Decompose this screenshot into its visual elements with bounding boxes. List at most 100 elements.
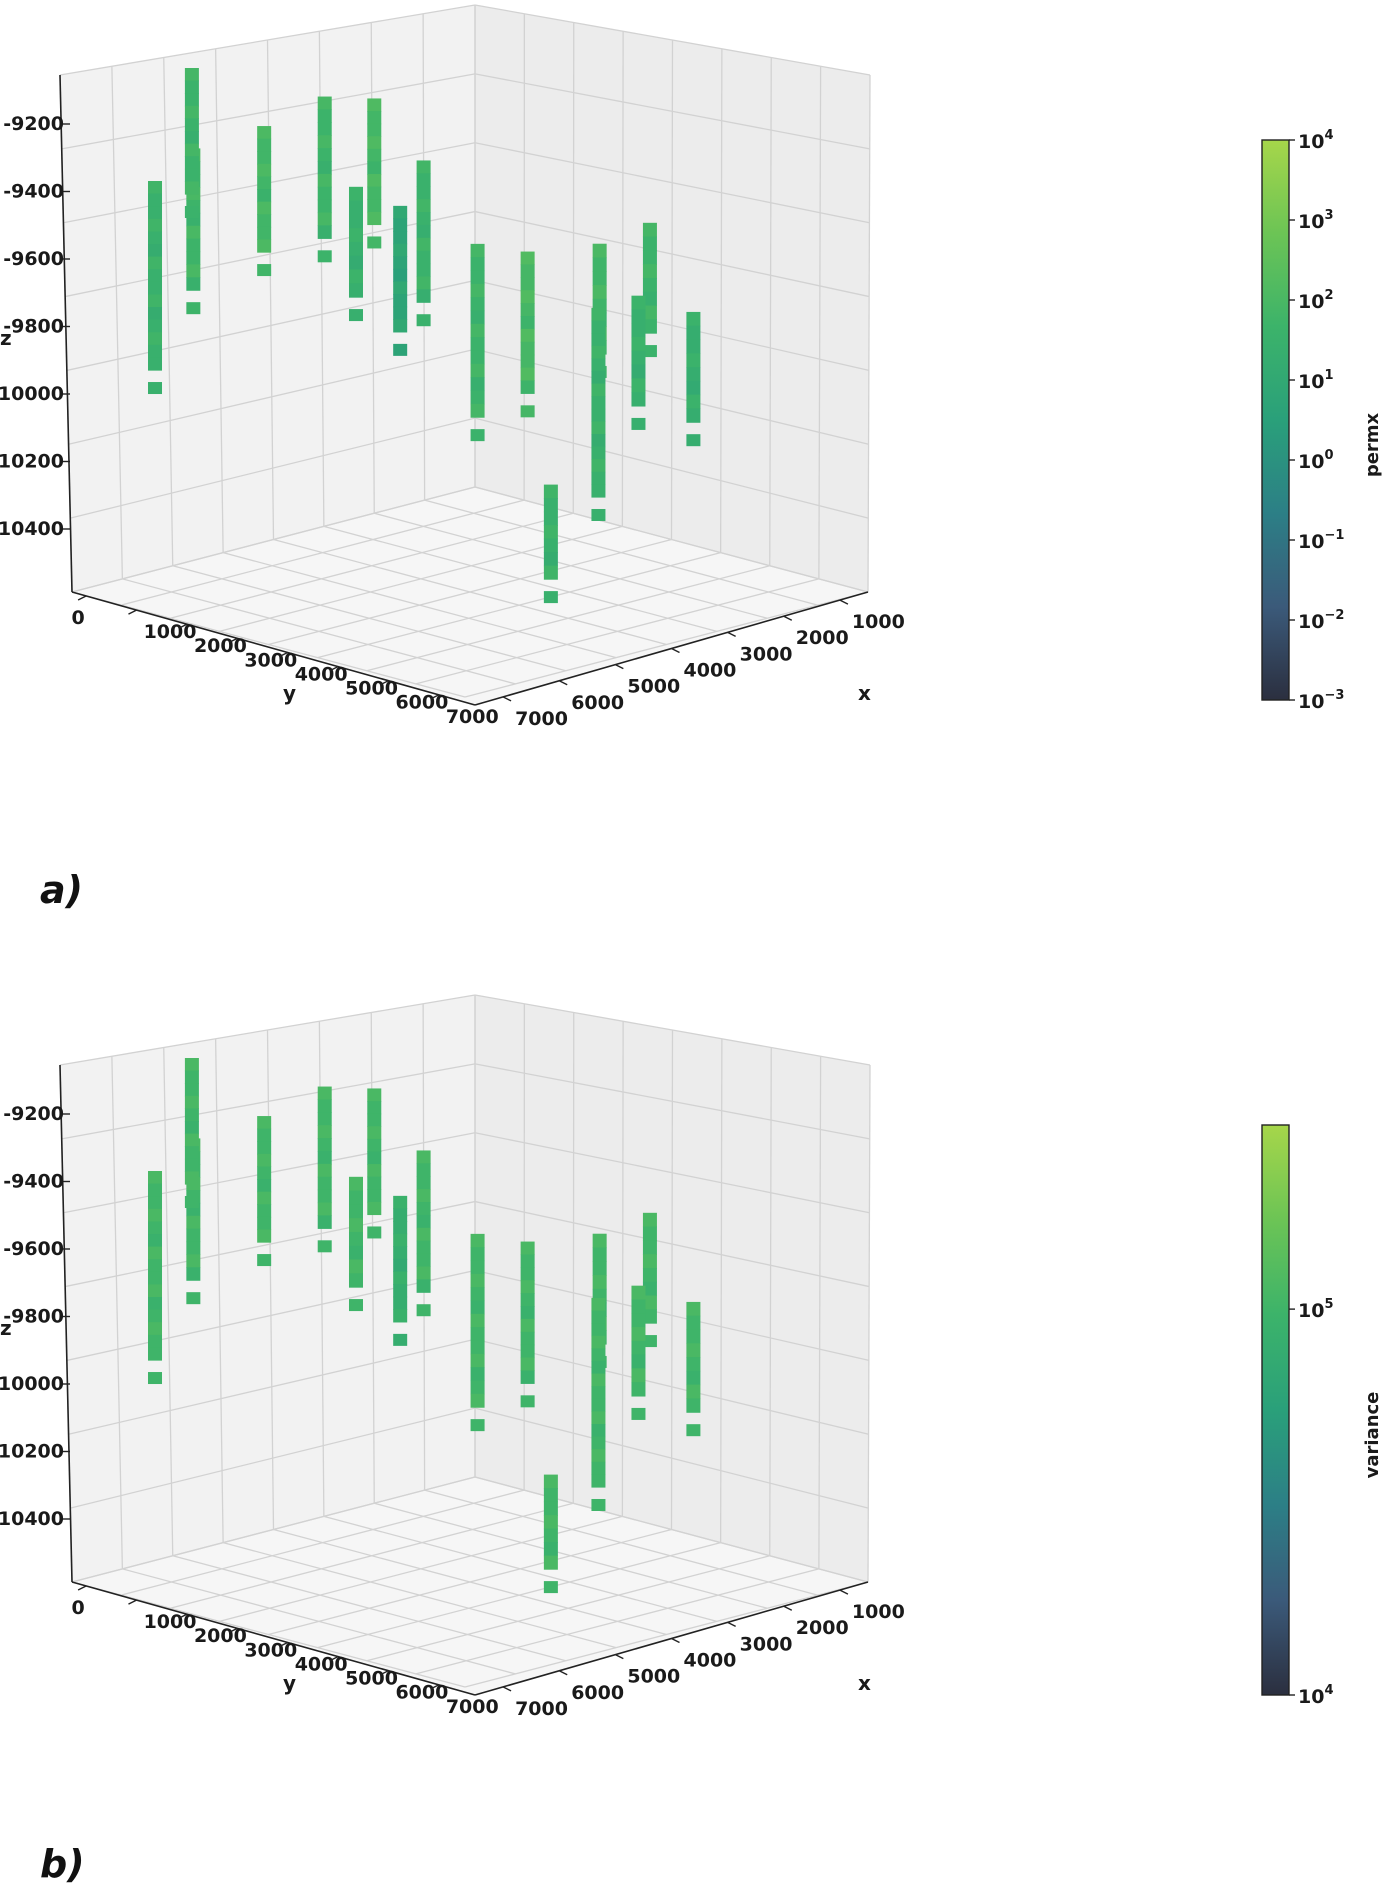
well-cell	[543, 1501, 558, 1516]
well-cell	[393, 256, 408, 270]
well-cell	[148, 1208, 163, 1223]
well-cell	[520, 1280, 535, 1294]
y-tick-label: 7000	[446, 706, 499, 728]
well-cell	[393, 243, 408, 257]
well-cell	[470, 390, 485, 405]
well-cell	[257, 138, 272, 152]
well-8	[348, 1176, 363, 1312]
well-bottom-cell	[186, 1292, 201, 1305]
well-cell	[470, 1273, 485, 1288]
well-cell	[591, 1411, 606, 1425]
well-cell	[257, 1191, 272, 1205]
x-tick-label: 2000	[796, 627, 849, 649]
grid-line	[266, 1029, 275, 1530]
colorbar-tick-label: 102	[1298, 288, 1334, 313]
grid-line	[621, 31, 624, 527]
well-cell	[416, 1189, 431, 1203]
grid-line	[818, 1056, 822, 1569]
well-bottom-cell	[148, 1372, 163, 1385]
grid-line	[474, 4, 871, 76]
well-cell	[184, 80, 199, 94]
well-bottom-cell	[686, 1424, 701, 1437]
well-15	[543, 1474, 558, 1594]
well-cell	[642, 1281, 657, 1297]
well-cell	[184, 1108, 199, 1122]
y-tick	[128, 609, 137, 615]
y-tick	[228, 1627, 238, 1633]
colorbar-tick-label: 10−2	[1298, 608, 1344, 633]
well-cell	[642, 291, 657, 307]
grid-line	[769, 57, 772, 566]
well-cell	[591, 358, 606, 372]
well-10	[470, 243, 485, 442]
well-cell	[592, 257, 607, 272]
well-cell	[686, 1370, 701, 1386]
grid-line	[464, 1581, 869, 1688]
x-tick	[615, 664, 624, 670]
well-cell	[631, 295, 646, 311]
well-cell	[186, 277, 201, 291]
well-7	[416, 160, 431, 327]
well-cell	[520, 1318, 535, 1333]
x-tick	[839, 599, 849, 605]
well-cell	[393, 281, 408, 295]
axes-panes	[60, 5, 870, 705]
well-cell	[642, 1212, 657, 1228]
y-axis-label: y	[283, 1671, 296, 1695]
well-cell	[470, 1247, 485, 1262]
well-cell	[317, 1163, 332, 1178]
z-tick-label: -9400	[3, 181, 64, 203]
grid-line	[474, 1200, 870, 1288]
y-axis-label: y	[283, 681, 296, 705]
well-17	[686, 1301, 701, 1437]
well-cell	[393, 1195, 408, 1210]
well-cell	[317, 1189, 332, 1204]
x-axis-label: x	[858, 681, 871, 705]
well-cell	[686, 339, 701, 354]
well-cell	[520, 264, 535, 278]
y-tick	[77, 1585, 87, 1591]
well-cell	[686, 311, 701, 327]
x-tick-label: 3000	[740, 643, 793, 665]
well-cell	[257, 1116, 272, 1130]
y-tick-label: 2000	[194, 635, 247, 657]
well-cell	[257, 1141, 272, 1155]
well-cell	[257, 1204, 272, 1218]
well-bottom-cell	[543, 591, 558, 604]
well-8	[348, 186, 363, 322]
well-cell	[416, 250, 431, 265]
well-cell	[631, 1299, 646, 1314]
x-tick-label: 1000	[852, 611, 905, 633]
well-cell	[148, 307, 163, 321]
well-cell	[591, 1373, 606, 1387]
well-cell	[631, 323, 646, 338]
well-cell	[631, 1354, 646, 1369]
well-cell	[642, 250, 657, 265]
well-cell	[543, 1555, 558, 1570]
colorbar-tick-label: 104	[1298, 128, 1334, 153]
chart-b-svg: -9200 -9400 -9600 -9800 -10000 -10200 -10400 z 0…	[0, 994, 1383, 1720]
well-14	[642, 1212, 657, 1348]
well-cell	[148, 357, 163, 371]
well-4	[257, 126, 272, 277]
y-tick	[430, 694, 440, 700]
well-cell	[348, 1190, 363, 1205]
colorbar	[1261, 1124, 1290, 1696]
well-cell	[520, 1357, 535, 1372]
x-axis-label: x	[858, 1671, 871, 1695]
well-cell	[348, 228, 363, 243]
y-tick-label: 4000	[295, 663, 348, 685]
well-cell	[631, 1285, 646, 1301]
grid-line	[474, 1407, 869, 1509]
well-bottom-cell	[348, 309, 363, 322]
well-cell	[520, 1370, 535, 1384]
y-tick	[279, 651, 288, 658]
well-cell	[416, 1163, 431, 1177]
well-cell	[520, 1331, 535, 1346]
well-cell	[317, 225, 332, 239]
z-tick-label: -10400	[0, 1508, 64, 1530]
z-tick-label: -9200	[3, 1103, 64, 1125]
grid-line	[474, 73, 870, 150]
grid-line	[268, 1528, 672, 1636]
y-tick-label: 2000	[194, 1625, 247, 1647]
